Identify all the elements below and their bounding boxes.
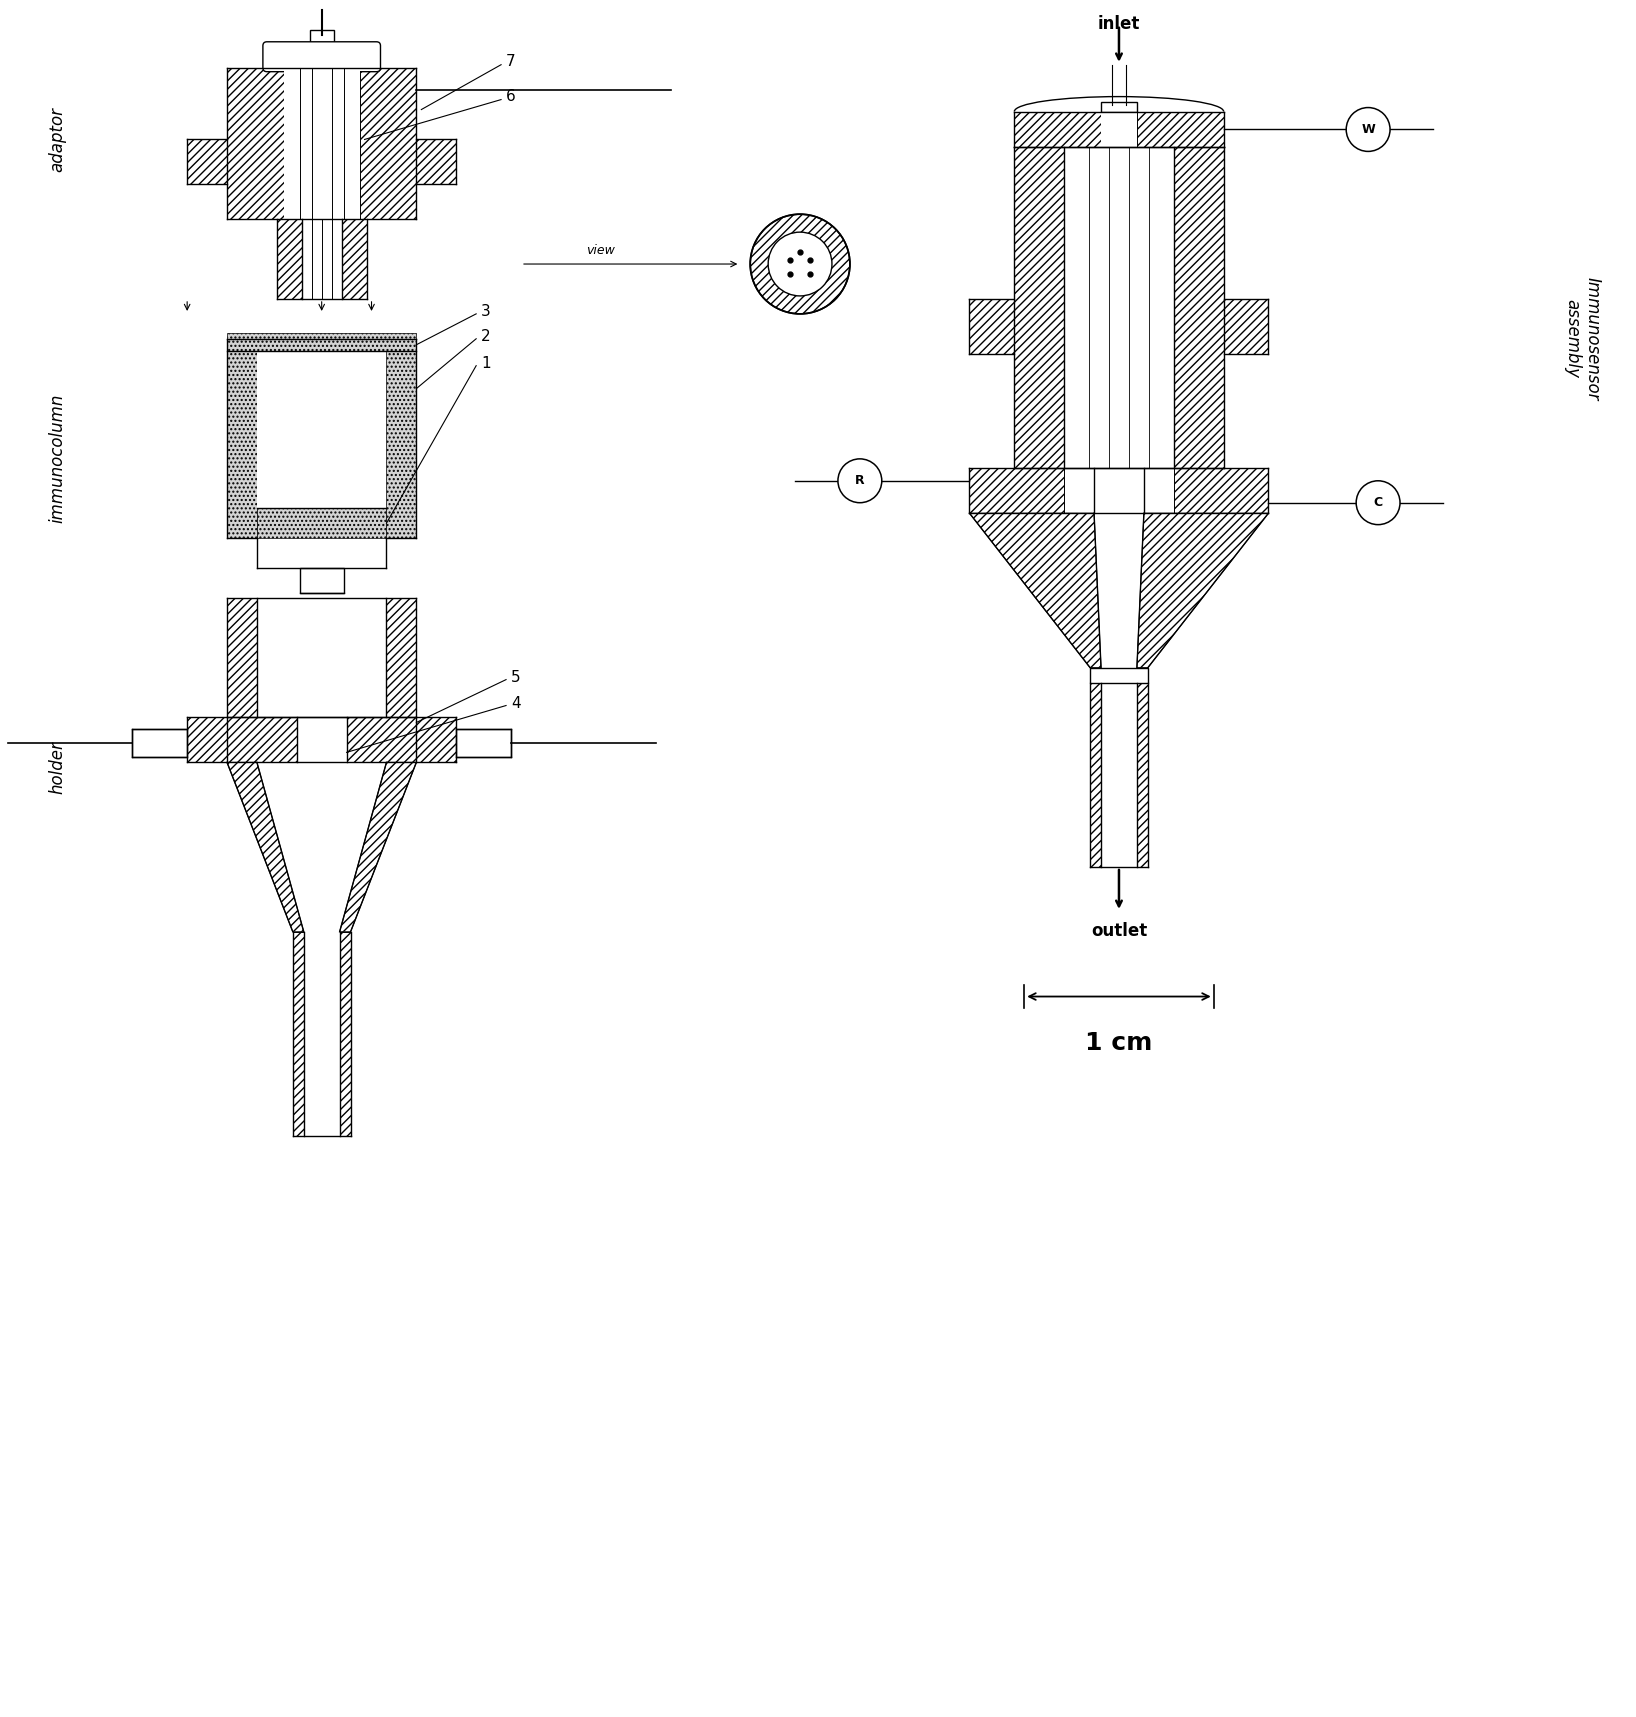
Bar [1090,668,1148,683]
Text: adaptor: adaptor [49,106,67,172]
Bar [293,932,304,1137]
Bar [309,29,334,48]
Bar [386,598,417,718]
Bar [1137,668,1148,683]
Bar [1094,469,1144,513]
Bar [187,718,227,762]
Text: inlet: inlet [1098,15,1140,33]
Bar [342,220,366,299]
Bar [283,67,360,220]
Bar [1101,112,1137,148]
Text: immunocolumn: immunocolumn [49,393,67,524]
Bar [1063,148,1173,469]
Bar [257,350,386,508]
Bar [1137,683,1148,867]
Bar [296,718,347,762]
Circle shape [1356,481,1400,525]
Bar [340,932,350,1137]
Bar [276,220,301,299]
Bar [227,67,283,220]
Text: 5: 5 [510,670,520,685]
Bar [417,139,456,184]
Text: 4: 4 [510,695,520,711]
Text: 2: 2 [481,330,491,345]
Polygon shape [227,762,304,932]
Polygon shape [1137,513,1268,668]
Text: view: view [586,244,615,258]
Text: 6: 6 [506,89,515,105]
Bar [1173,469,1268,513]
Circle shape [1346,108,1391,151]
Text: 7: 7 [506,55,515,69]
Bar [456,730,510,757]
Text: 1 cm: 1 cm [1085,1032,1153,1056]
Bar [1090,668,1101,683]
Bar [347,718,417,762]
Bar [267,46,376,67]
Circle shape [769,232,833,295]
Text: C: C [1374,496,1382,510]
Bar [299,568,344,592]
Bar [257,598,386,718]
Bar [1014,112,1101,148]
Bar [187,139,227,184]
Text: Immunosensor
assembly: Immunosensor assembly [1562,276,1602,400]
Bar [1173,148,1224,469]
Bar [1137,112,1224,148]
Polygon shape [340,762,417,932]
Bar [1014,148,1063,469]
Bar [360,67,417,220]
Bar [257,508,386,537]
Text: 3: 3 [481,304,491,319]
Circle shape [838,458,882,503]
Bar [1101,101,1137,112]
Bar [970,299,1014,354]
Bar [301,220,342,299]
Text: 1: 1 [481,355,491,371]
Bar [1224,299,1268,354]
FancyBboxPatch shape [263,41,381,72]
Text: W: W [1361,124,1374,136]
Bar [227,598,257,718]
Bar [227,718,296,762]
Text: R: R [856,474,865,488]
Bar [227,338,257,537]
Bar [227,333,417,350]
Bar [417,718,456,762]
Text: outlet: outlet [1091,922,1147,939]
Bar [970,469,1063,513]
Text: holder: holder [49,740,67,793]
Bar [386,338,417,537]
Bar [1090,683,1101,867]
Polygon shape [970,513,1101,668]
Bar [133,730,187,757]
